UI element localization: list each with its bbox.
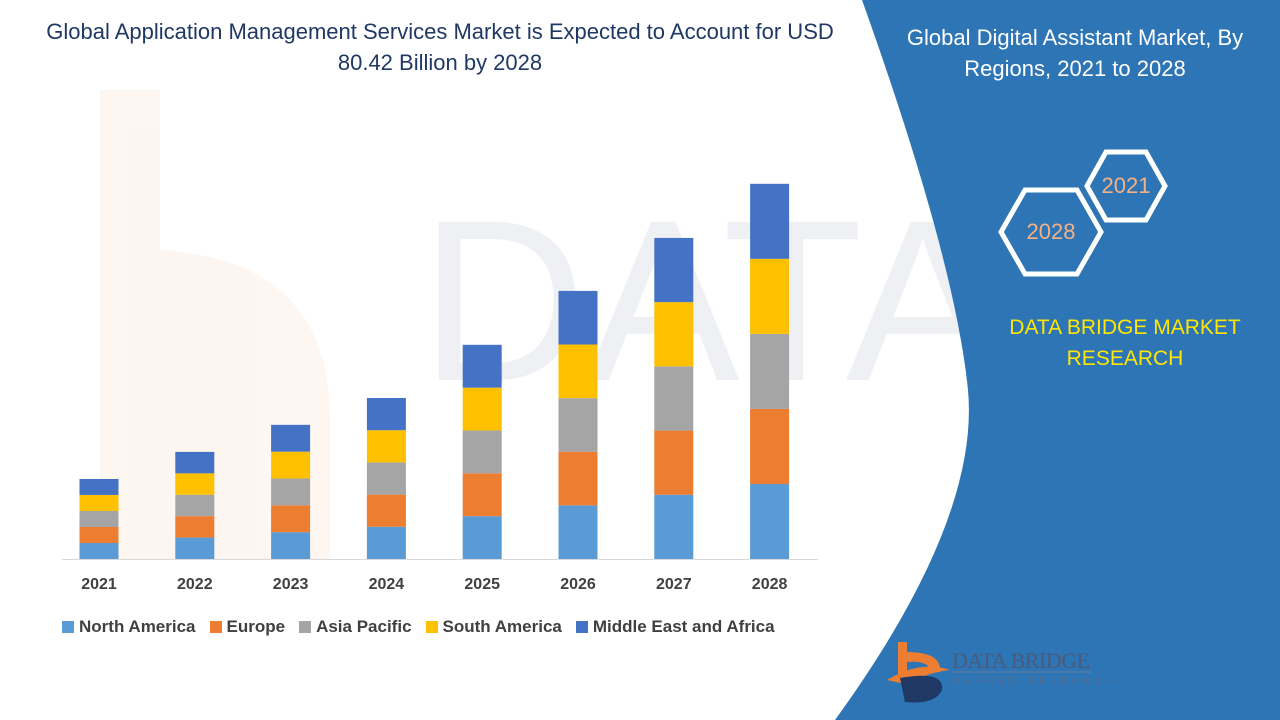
bar-2021-middle-east-and-africa — [79, 478, 119, 495]
bar-2023-middle-east-and-africa — [271, 424, 311, 452]
brand-text: DATA BRIDGE MARKET RESEARCH — [1009, 316, 1241, 370]
bar-2026-asia-pacific — [558, 398, 598, 452]
legend-swatch — [209, 621, 222, 633]
side-panel — [835, 0, 1280, 720]
bar-2024-south-america — [366, 430, 406, 463]
x-tick-2025: 2025 — [464, 576, 500, 593]
legend-item-south-america: South America — [425, 617, 562, 637]
x-tick-2022: 2022 — [177, 576, 213, 593]
x-tick-2023: 2023 — [272, 576, 309, 593]
legend-swatch — [425, 621, 438, 633]
bar-2023-asia-pacific — [271, 478, 311, 506]
bar-2024-north-america — [366, 526, 406, 559]
bar-2024-europe — [366, 494, 406, 527]
bar-2026-middle-east-and-africa — [558, 290, 598, 345]
legend-label: Europe — [226, 617, 286, 636]
bar-2028-europe — [750, 408, 790, 484]
bar-2022-europe — [175, 516, 215, 538]
bar-2024-asia-pacific — [366, 462, 406, 495]
x-tick-2021: 2021 — [81, 576, 117, 593]
legend-item-north-america: North America — [62, 617, 196, 637]
bar-2025-north-america — [462, 516, 502, 559]
bar-2021-south-america — [79, 494, 119, 511]
legend-item-middle-east-and-africa: Middle East and Africa — [575, 617, 775, 637]
bar-2027-middle-east-and-africa — [654, 237, 694, 303]
logo-subtext: MARKET RESEARCH — [953, 676, 1118, 686]
bar-2026-south-america — [558, 344, 598, 399]
legend: North America Europe Asia Pacific South Ame… — [62, 617, 775, 637]
bar-2026-north-america — [558, 505, 598, 559]
bar-2027-south-america — [654, 302, 694, 367]
bar-2023-europe — [271, 505, 311, 533]
bar-2028-middle-east-and-africa — [750, 183, 790, 259]
x-tick-2027: 2027 — [656, 576, 692, 593]
bar-2024-middle-east-and-africa — [366, 398, 406, 431]
legend-swatch — [62, 621, 74, 633]
bar-2022-north-america — [175, 537, 215, 559]
bar-2022-south-america — [175, 473, 215, 495]
bar-2025-middle-east-and-africa — [462, 344, 502, 388]
bar-2027-europe — [654, 430, 694, 495]
legend-label: Middle East and Africa — [592, 617, 775, 636]
legend-item-europe: Europe — [209, 617, 286, 637]
bar-2028-north-america — [750, 483, 790, 559]
legend-item-asia-pacific: Asia Pacific — [299, 617, 412, 637]
chart-title: Global Application Management Services M… — [46, 19, 834, 75]
bar-2022-middle-east-and-africa — [175, 451, 215, 474]
hex-2028 — [998, 187, 1104, 277]
legend-label: Asia Pacific — [316, 617, 412, 636]
bars — [79, 183, 790, 559]
x-tick-2024: 2024 — [368, 576, 405, 593]
bar-2021-europe — [79, 526, 119, 543]
bar-2025-europe — [462, 473, 502, 517]
logo-icon — [887, 642, 1092, 703]
bar-2028-asia-pacific — [750, 333, 790, 409]
hex-label-2028: 2028 — [1026, 219, 1076, 244]
bar-2023-south-america — [271, 451, 311, 479]
bar-2021-asia-pacific — [79, 510, 119, 527]
legend-label: North America — [79, 617, 196, 636]
panel-title: Global Digital Assistant Market, By Regi… — [906, 25, 1244, 81]
bar-2027-north-america — [654, 494, 694, 559]
bar-2025-south-america — [462, 387, 502, 431]
bar-2026-europe — [558, 451, 598, 506]
hex-2021 — [1084, 149, 1168, 223]
legend-label: South America — [442, 617, 562, 636]
bar-2022-asia-pacific — [175, 494, 215, 517]
x-tick-2028: 2028 — [751, 576, 788, 593]
legend-swatch — [299, 621, 312, 633]
legend-swatch — [575, 621, 588, 633]
bar-2023-north-america — [271, 532, 311, 559]
bar-2021-north-america — [79, 542, 119, 559]
bar-2028-south-america — [750, 258, 790, 334]
logo-text: DATA BRIDGE — [952, 648, 1090, 673]
x-tick-2026: 2026 — [560, 576, 596, 593]
bar-2025-asia-pacific — [462, 430, 502, 474]
bar-2027-asia-pacific — [654, 366, 694, 431]
hex-label-2021: 2021 — [1101, 173, 1151, 198]
